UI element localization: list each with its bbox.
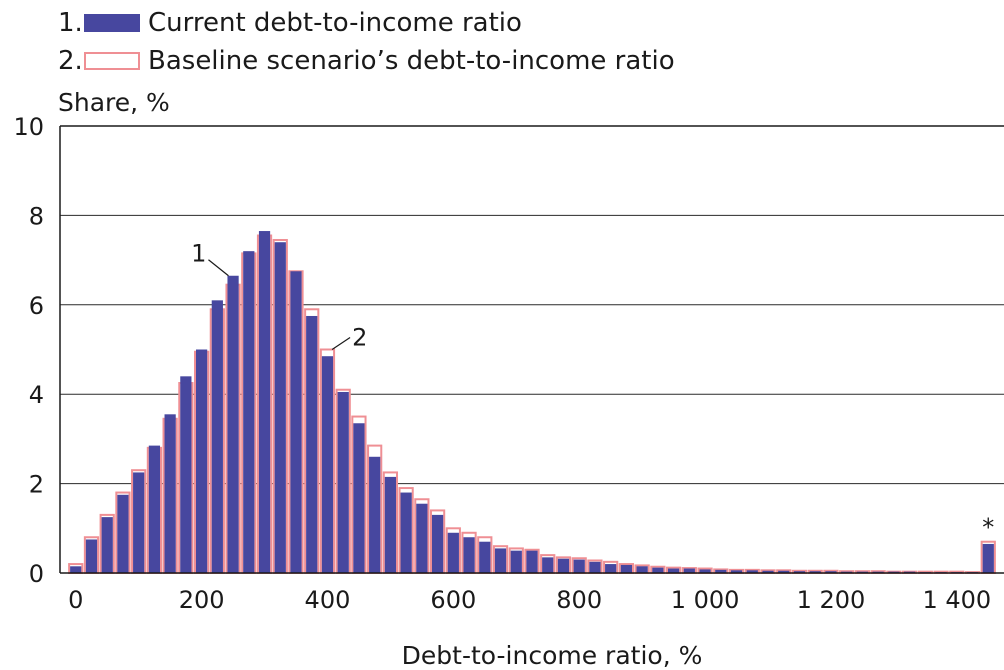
y-axis-title: Share, %	[58, 88, 170, 117]
baseline-bars	[68, 234, 996, 575]
annotations: 1 2 *	[191, 240, 994, 542]
annotation-label: 1	[191, 240, 206, 268]
annotation-asterisk: *	[982, 514, 994, 542]
y-tick-label: 6	[29, 292, 44, 320]
current-bar	[384, 476, 397, 573]
current-bars	[70, 231, 994, 574]
current-bar	[431, 514, 444, 573]
current-bar	[778, 570, 790, 573]
legend-label-current: Current debt-to-income ratio	[148, 8, 522, 38]
x-axis-title: Debt-to-income ratio, %	[402, 641, 703, 670]
current-bar	[180, 376, 192, 573]
current-bar	[243, 251, 255, 573]
y-tick-label: 2	[29, 471, 44, 499]
annotation-leader-line	[208, 259, 229, 277]
current-bar	[479, 541, 491, 573]
current-bar	[542, 557, 554, 573]
x-tick-label: 0	[68, 586, 83, 614]
legend-number: 2.	[58, 46, 83, 76]
y-tick-label: 4	[29, 381, 44, 409]
legend-item-baseline: 2. Baseline scenario’s debt-to-income ra…	[58, 42, 675, 80]
legend-swatch-current	[84, 14, 140, 32]
current-bar	[369, 456, 381, 573]
current-bar	[416, 503, 428, 573]
current-bar	[306, 315, 318, 573]
x-tick-label: 400	[305, 586, 351, 614]
current-bar	[290, 271, 302, 573]
x-tick-label: 1 200	[797, 586, 866, 614]
current-bar	[85, 539, 98, 573]
current-bar	[715, 569, 727, 573]
current-bar	[337, 391, 349, 573]
current-bar	[70, 566, 82, 573]
plot-frame	[59, 125, 1004, 574]
x-tick-label: 200	[179, 586, 225, 614]
current-bar	[652, 567, 664, 573]
current-bar	[101, 517, 113, 573]
x-axis-ticks: 0 200 400 600 800 1 000 1 200 1 400	[68, 586, 991, 614]
y-axis-ticks: 0 2 4 6 8 10	[13, 113, 44, 588]
current-bar	[746, 570, 758, 573]
current-bar	[699, 569, 711, 573]
current-bar	[636, 566, 648, 573]
x-tick-label: 1 000	[671, 586, 740, 614]
current-bar	[510, 550, 522, 573]
current-bar	[982, 543, 994, 573]
current-bar	[825, 571, 837, 573]
current-bar	[494, 548, 507, 573]
x-tick-label: 1 400	[922, 586, 991, 614]
annotation-leader-line	[331, 337, 351, 350]
current-bar	[589, 561, 601, 573]
current-bar	[274, 242, 286, 573]
current-bar	[809, 571, 821, 573]
chart-legend: 1. Current debt-to-income ratio 2. Basel…	[58, 4, 675, 80]
annotation-label: 2	[352, 324, 367, 352]
current-bar	[683, 568, 695, 573]
legend-swatch-baseline	[84, 52, 140, 70]
current-bar	[463, 537, 475, 573]
x-tick-label: 800	[556, 586, 602, 614]
current-bar	[557, 558, 570, 573]
current-bar	[258, 231, 271, 574]
current-bar	[793, 571, 806, 573]
current-bar	[400, 492, 412, 573]
current-bar	[730, 570, 743, 573]
current-bar	[195, 349, 208, 573]
legend-item-current: 1. Current debt-to-income ratio	[58, 4, 675, 42]
y-tick-label: 10	[13, 113, 44, 141]
y-tick-label: 0	[29, 560, 44, 588]
current-bar	[321, 356, 334, 573]
current-bar	[164, 414, 176, 573]
legend-label-baseline: Baseline scenario’s debt-to-income ratio	[148, 46, 675, 76]
current-bar	[447, 532, 459, 573]
current-bar	[620, 564, 633, 573]
current-bar	[573, 559, 585, 573]
current-bar	[605, 564, 617, 573]
current-bar	[117, 494, 129, 573]
y-tick-label: 8	[29, 202, 44, 230]
current-bar	[133, 472, 145, 573]
current-bar	[227, 275, 239, 573]
current-bar	[353, 423, 365, 573]
current-bar	[148, 445, 161, 573]
current-bar	[667, 568, 680, 573]
x-tick-label: 600	[430, 586, 476, 614]
legend-number: 1.	[58, 8, 83, 38]
current-bar	[762, 570, 774, 573]
current-bar	[526, 550, 538, 573]
current-bar	[211, 300, 223, 573]
